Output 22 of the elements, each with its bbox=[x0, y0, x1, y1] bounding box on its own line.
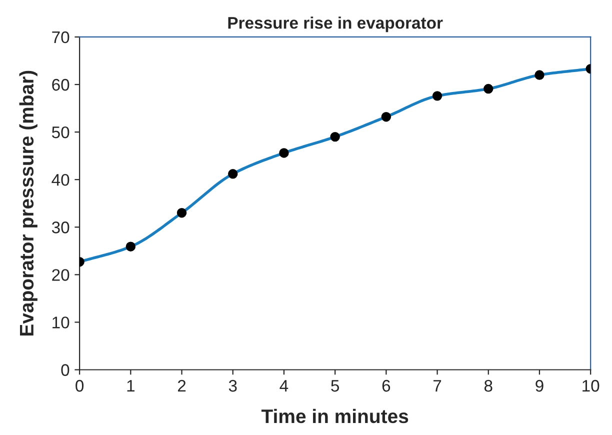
x-tick-label: 5 bbox=[331, 380, 340, 392]
x-tick-label: 9 bbox=[536, 380, 544, 392]
y-tick-label: 30 bbox=[52, 222, 70, 234]
x-tick-label: 1 bbox=[127, 380, 134, 392]
x-axis-title: Time in minutes bbox=[261, 408, 408, 424]
y-tick-label: 0 bbox=[61, 364, 70, 376]
x-tick-label: 2 bbox=[178, 380, 186, 392]
x-tick-label: 10 bbox=[582, 380, 600, 392]
y-tick-label: 60 bbox=[52, 78, 70, 91]
x-tick-label: 0 bbox=[76, 380, 84, 392]
y-axis-title: Evaporator presssure (mbar) bbox=[19, 70, 38, 336]
chart-title: Pressure rise in evaporator bbox=[228, 16, 443, 32]
x-tick-label: 7 bbox=[433, 380, 442, 392]
y-tick-label: 70 bbox=[52, 31, 70, 44]
y-tick-label: 10 bbox=[52, 316, 70, 328]
x-tick-label: 6 bbox=[382, 380, 390, 392]
y-tick-label: 50 bbox=[52, 126, 70, 138]
x-tick-label: 4 bbox=[280, 380, 288, 392]
y-tick-label: 40 bbox=[52, 174, 70, 186]
x-tick-label: 3 bbox=[228, 380, 237, 392]
x-tick-label: 8 bbox=[484, 380, 492, 392]
y-tick-label: 20 bbox=[52, 269, 70, 281]
